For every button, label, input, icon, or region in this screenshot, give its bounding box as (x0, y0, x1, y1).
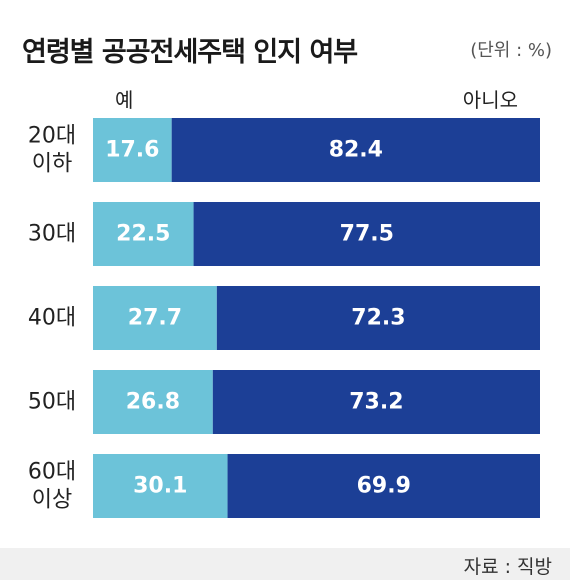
data-label: 73.2 (349, 390, 403, 415)
footer-bar (0, 548, 570, 580)
bar-segment-no (227, 454, 540, 518)
bar-segment-yes (93, 202, 194, 266)
data-label: 69.9 (357, 474, 411, 499)
source-label: 자료 : 직방 (463, 556, 552, 578)
data-label: 30.1 (133, 474, 187, 499)
bar-segment-no (216, 286, 540, 350)
category-label: 40대 (28, 306, 76, 331)
legend-yes: 예 (115, 88, 134, 112)
bar-segment-yes (93, 454, 228, 518)
bar-segment-no (212, 370, 540, 434)
data-label: 82.4 (329, 138, 383, 163)
bar-segment-yes (93, 370, 213, 434)
chart-header: 연령별 공공전세주택 인지 여부 (단위 : %) (22, 30, 552, 70)
unit-label: (단위 : %) (470, 40, 552, 61)
category-label: 20대 (28, 124, 76, 149)
category-label: 60대 (28, 460, 76, 485)
category-label: 이상 (32, 488, 72, 513)
data-label: 17.6 (105, 138, 159, 163)
legend-no: 아니오 (462, 88, 518, 112)
data-label: 77.5 (340, 222, 394, 247)
category-label: 30대 (28, 222, 76, 247)
data-label: 27.7 (128, 306, 182, 331)
bar-segment-yes (93, 118, 172, 182)
data-label: 26.8 (126, 390, 180, 415)
bar-segment-no (171, 118, 540, 182)
data-label: 22.5 (116, 222, 170, 247)
chart-title: 연령별 공공전세주택 인지 여부 (22, 37, 358, 68)
bar-segment-yes (93, 286, 217, 350)
category-label: 50대 (28, 390, 76, 415)
bar-segment-no (193, 202, 540, 266)
category-label: 이하 (32, 152, 72, 177)
data-label: 72.3 (351, 306, 405, 331)
